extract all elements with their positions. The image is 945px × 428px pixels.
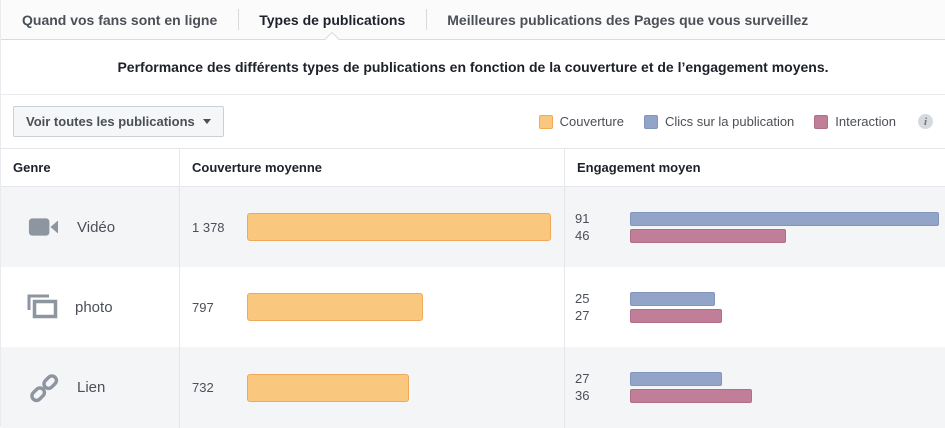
- legend-swatch: [538, 114, 553, 129]
- engagement-cell: 27 36: [564, 347, 945, 428]
- clics-line: 27: [575, 372, 942, 386]
- tab-label: Meilleures publications des Pages que vo…: [447, 11, 809, 28]
- column-header-engagement: Engagement moyen: [564, 149, 945, 186]
- clics-bar[interactable]: [630, 291, 715, 306]
- clics-line: 91: [575, 210, 942, 226]
- column-header-couverture: Couverture moyenne: [179, 149, 564, 186]
- clics-value: 91: [575, 210, 590, 226]
- interaction-bar[interactable]: [630, 389, 753, 403]
- info-icon[interactable]: i: [918, 114, 933, 129]
- genre-cell: photo: [1, 267, 179, 347]
- couverture-bar[interactable]: [247, 373, 409, 402]
- couverture-value: 797: [192, 299, 214, 315]
- page-subtitle: Performance des différents types de publ…: [117, 59, 829, 75]
- table-body: Vidéo 1 378 91 46: [1, 187, 945, 428]
- chevron-down-icon: [202, 119, 211, 124]
- couverture-value: 1 378: [192, 219, 225, 235]
- clics-bar[interactable]: [630, 211, 939, 226]
- genre-cell: Vidéo: [1, 187, 179, 267]
- legend-swatch: [643, 114, 658, 129]
- genre-label: Lien: [77, 379, 106, 396]
- legend-label: Couverture: [559, 114, 624, 129]
- table-row[interactable]: Vidéo 1 378 91 46: [1, 187, 945, 267]
- legend-swatch: [814, 114, 829, 129]
- couverture-bar-track: [247, 373, 556, 402]
- photo-icon: [27, 294, 59, 320]
- couverture-bar[interactable]: [247, 213, 552, 241]
- toolbar: Voir toutes les publications Couverture …: [1, 95, 945, 148]
- interaction-line: 46: [575, 227, 942, 243]
- clics-value: 27: [575, 371, 590, 386]
- table-row[interactable]: photo 797 25 27: [1, 267, 945, 347]
- view-all-publications-button[interactable]: Voir toutes les publications: [13, 106, 224, 137]
- column-header-genre: Genre: [13, 160, 51, 175]
- interaction-value: 36: [575, 388, 590, 403]
- tab-bar: Quand vos fans sont en ligne Types de pu…: [1, 0, 945, 40]
- couverture-cell: 732: [179, 347, 564, 428]
- genre-label: photo: [75, 298, 113, 316]
- legend-label: Interaction: [835, 114, 896, 129]
- interaction-bar[interactable]: [630, 228, 786, 243]
- interaction-value: 46: [575, 227, 590, 243]
- interaction-line: 36: [575, 389, 942, 403]
- legend-item: Couverture: [538, 114, 624, 129]
- couverture-value: 732: [192, 380, 214, 395]
- legend-label: Clics sur la publication: [664, 114, 795, 129]
- genre-label: Vidéo: [77, 218, 116, 236]
- tab-2[interactable]: Types de publications: [238, 0, 426, 39]
- interaction-value: 27: [575, 307, 590, 323]
- couverture-bar-track: [247, 213, 556, 241]
- clics-bar[interactable]: [630, 372, 722, 386]
- chart-legend: Couverture Clics sur la publication Inte…: [538, 114, 933, 129]
- link-icon: [27, 372, 61, 404]
- tab-label: Types de publications: [259, 11, 406, 28]
- clics-line: 25: [575, 290, 942, 306]
- clics-value: 25: [575, 290, 590, 306]
- tab-3[interactable]: Meilleures publications des Pages que vo…: [426, 0, 829, 39]
- subtitle-bar: Performance des différents types de publ…: [1, 40, 945, 95]
- video-icon: [27, 213, 61, 241]
- engagement-cell: 91 46: [564, 187, 945, 267]
- legend-item: Clics sur la publication: [643, 114, 795, 129]
- couverture-bar[interactable]: [247, 293, 423, 321]
- couverture-cell: 797: [179, 267, 564, 347]
- table-header-row: Genre Couverture moyenne Engagement moye…: [1, 149, 945, 187]
- tab-1[interactable]: Quand vos fans sont en ligne: [1, 0, 238, 39]
- legend-item: Interaction: [814, 114, 896, 129]
- post-types-table: Genre Couverture moyenne Engagement moye…: [1, 148, 945, 428]
- genre-cell: Lien: [1, 347, 179, 428]
- table-row[interactable]: Lien 732 27 36: [1, 347, 945, 428]
- interaction-bar[interactable]: [630, 308, 722, 323]
- couverture-cell: 1 378: [179, 187, 564, 267]
- interaction-line: 27: [575, 307, 942, 323]
- engagement-cell: 25 27: [564, 267, 945, 347]
- tab-label: Quand vos fans sont en ligne: [22, 11, 218, 28]
- view-all-publications-label: Voir toutes les publications: [26, 114, 195, 129]
- couverture-bar-track: [247, 293, 556, 321]
